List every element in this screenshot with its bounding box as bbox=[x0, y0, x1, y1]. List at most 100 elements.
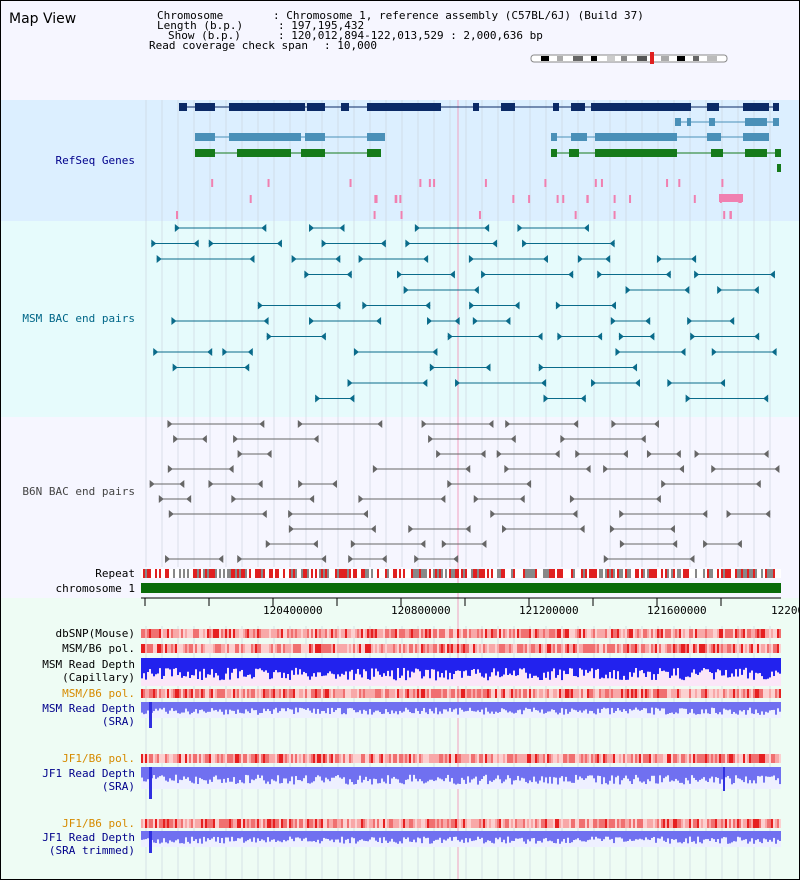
repeat-mark bbox=[677, 569, 679, 578]
depth-bar bbox=[677, 658, 679, 669]
depth-bar bbox=[239, 831, 241, 839]
polymorphism-mark bbox=[181, 644, 183, 653]
polymorphism-mark bbox=[269, 689, 271, 698]
polymorphism-mark bbox=[233, 819, 235, 828]
bac-end bbox=[685, 394, 691, 403]
polymorphism-mark bbox=[397, 689, 399, 698]
depth-bar bbox=[773, 658, 775, 677]
ideogram-band bbox=[557, 56, 563, 61]
polymorphism-mark bbox=[489, 689, 491, 698]
depth-bar bbox=[343, 831, 345, 844]
track-label-jf1-b6-pol-1[interactable]: JF1/B6 pol. bbox=[62, 752, 135, 765]
depth-bar bbox=[403, 767, 405, 785]
track-label-msm-depth-sra-1[interactable]: MSM Read Depth bbox=[42, 702, 135, 715]
track-label-jf1-depth-trim-1[interactable]: JF1 Read Depth bbox=[42, 831, 135, 844]
track-label-dbsnp[interactable]: dbSNP(Mouse) bbox=[55, 627, 135, 640]
depth-bar bbox=[191, 702, 193, 713]
polymorphism-mark bbox=[153, 689, 155, 698]
depth-bar bbox=[475, 702, 477, 712]
track-label-msm-depth-capillary-1[interactable]: MSM Read Depth bbox=[42, 658, 135, 671]
depth-bar bbox=[485, 702, 487, 708]
bac-end bbox=[655, 495, 661, 503]
polymorphism-mark bbox=[483, 689, 485, 698]
ruler-tick-label: 120400000 bbox=[263, 604, 323, 617]
track-label-msm-b6-pol-2[interactable]: MSM/B6 pol. bbox=[62, 687, 135, 700]
polymorphism-mark bbox=[307, 819, 309, 828]
polymorphism-mark bbox=[465, 644, 467, 653]
depth-bar bbox=[325, 767, 327, 778]
depth-bar bbox=[159, 702, 161, 709]
polymorphism-mark bbox=[617, 689, 619, 698]
polymorphism-mark bbox=[207, 819, 209, 828]
depth-bar bbox=[453, 831, 455, 837]
polymorphism-mark bbox=[757, 819, 759, 828]
depth-bar bbox=[739, 702, 741, 711]
polymorphism-mark bbox=[673, 629, 675, 638]
depth-bar bbox=[457, 702, 459, 715]
depth-bar bbox=[517, 767, 519, 776]
polymorphism-mark bbox=[381, 629, 383, 638]
depth-bar bbox=[689, 658, 691, 678]
repeat-mark bbox=[749, 569, 751, 578]
polymorphism-mark bbox=[273, 819, 275, 828]
refseq-mark bbox=[428, 179, 431, 187]
track-label-b6n-bac[interactable]: B6N BAC end pairs bbox=[22, 485, 135, 498]
depth-bar bbox=[451, 702, 453, 712]
polymorphism-mark bbox=[709, 754, 711, 763]
depth-bar bbox=[217, 658, 219, 676]
polymorphism-mark bbox=[247, 629, 249, 638]
depth-bar bbox=[625, 702, 627, 712]
polymorphism-mark bbox=[189, 644, 191, 653]
depth-bar bbox=[177, 767, 179, 784]
depth-bar bbox=[163, 831, 165, 839]
polymorphism-mark bbox=[417, 819, 419, 828]
polymorphism-mark bbox=[209, 754, 211, 763]
polymorphism-mark bbox=[587, 754, 589, 763]
depth-bar bbox=[533, 702, 535, 708]
bac-end bbox=[465, 465, 471, 473]
polymorphism-mark bbox=[287, 689, 289, 698]
polymorphism-mark bbox=[159, 629, 161, 638]
depth-bar bbox=[731, 767, 733, 785]
polymorphism-mark bbox=[609, 629, 611, 638]
polymorphism-mark bbox=[593, 629, 595, 638]
track-label-msm-b6-pol-1[interactable]: MSM/B6 pol. bbox=[62, 642, 135, 655]
depth-bar bbox=[637, 831, 639, 840]
polymorphism-mark bbox=[703, 689, 705, 698]
track-label-repeat[interactable]: Repeat bbox=[95, 567, 135, 580]
track-label-msm-bac[interactable]: MSM BAC end pairs bbox=[22, 312, 135, 325]
depth-bar bbox=[455, 658, 457, 671]
refseq-mark bbox=[678, 179, 681, 187]
depth-bar bbox=[261, 767, 263, 776]
polymorphism-mark bbox=[683, 629, 685, 638]
polymorphism-mark bbox=[619, 629, 621, 638]
polymorphism-mark bbox=[193, 819, 195, 828]
depth-bar bbox=[573, 658, 575, 676]
depth-bar bbox=[471, 831, 473, 842]
polymorphism-mark bbox=[569, 689, 571, 698]
bac-end bbox=[711, 348, 717, 356]
repeat-mark bbox=[421, 569, 423, 578]
depth-bar bbox=[257, 767, 259, 775]
polymorphism-mark bbox=[335, 689, 337, 698]
polymorphism-mark bbox=[765, 819, 767, 828]
polymorphism-mark bbox=[425, 754, 427, 763]
polymorphism-mark bbox=[601, 754, 603, 763]
bac-end bbox=[440, 495, 446, 503]
track-label-chromosome[interactable]: chromosome 1 bbox=[55, 582, 135, 595]
depth-bar bbox=[509, 767, 511, 779]
depth-bar bbox=[319, 702, 321, 714]
gene-exon bbox=[595, 133, 677, 141]
bac-end bbox=[201, 435, 207, 443]
polymorphism-mark bbox=[741, 644, 743, 653]
track-label-jf1-depth-sra-1[interactable]: JF1 Read Depth bbox=[42, 767, 135, 780]
polymorphism-mark bbox=[715, 819, 717, 828]
polymorphism-mark bbox=[643, 644, 645, 653]
repeat-mark bbox=[435, 569, 437, 578]
refseq-mark bbox=[267, 179, 270, 187]
polymorphism-mark bbox=[151, 689, 153, 698]
track-label-refseq[interactable]: RefSeq Genes bbox=[55, 154, 135, 167]
track-label-jf1-b6-pol-2[interactable]: JF1/B6 pol. bbox=[62, 817, 135, 830]
polymorphism-mark bbox=[325, 644, 327, 653]
